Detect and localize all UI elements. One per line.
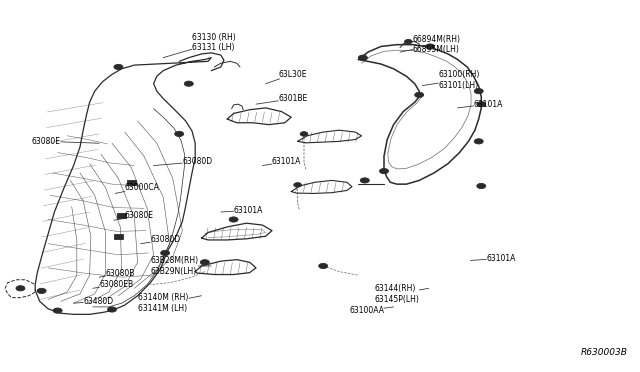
Text: 63080D: 63080D	[141, 235, 180, 244]
Circle shape	[37, 288, 46, 294]
Text: 63080EB: 63080EB	[93, 280, 133, 289]
Circle shape	[175, 131, 184, 137]
Circle shape	[319, 263, 328, 269]
Circle shape	[474, 139, 483, 144]
Text: 63B28M(RH)
63B29N(LH): 63B28M(RH) 63B29N(LH)	[150, 256, 211, 276]
Circle shape	[184, 81, 193, 86]
Text: 63080E: 63080E	[32, 137, 99, 146]
Bar	[127, 180, 136, 185]
Text: 63100AA: 63100AA	[349, 306, 394, 315]
Circle shape	[360, 178, 369, 183]
Text: 63480D: 63480D	[74, 297, 113, 306]
Text: 63101A: 63101A	[221, 206, 263, 215]
Circle shape	[200, 260, 209, 265]
Text: 63000CA: 63000CA	[115, 183, 159, 193]
Text: 63101A: 63101A	[458, 100, 503, 109]
Circle shape	[380, 169, 388, 174]
Text: 63L30E: 63L30E	[266, 70, 307, 84]
Text: 6301BE: 6301BE	[256, 94, 308, 104]
Text: 63080E: 63080E	[114, 211, 154, 220]
Text: 63144(RH)
63145P(LH): 63144(RH) 63145P(LH)	[374, 284, 429, 304]
Circle shape	[229, 217, 238, 222]
Circle shape	[114, 64, 123, 70]
Circle shape	[477, 183, 486, 189]
Circle shape	[477, 102, 486, 107]
Text: 63080B: 63080B	[99, 269, 135, 278]
Circle shape	[294, 183, 301, 187]
Text: 63080D: 63080D	[154, 157, 212, 166]
Circle shape	[474, 89, 483, 94]
Circle shape	[358, 55, 367, 60]
Circle shape	[404, 39, 412, 44]
Bar	[114, 234, 123, 239]
Circle shape	[415, 92, 424, 97]
Text: 63101A: 63101A	[470, 254, 516, 263]
Circle shape	[108, 307, 116, 312]
Circle shape	[300, 132, 308, 136]
Bar	[117, 213, 126, 218]
Text: 63140M (RH)
63141M (LH): 63140M (RH) 63141M (LH)	[138, 294, 202, 313]
Circle shape	[53, 308, 62, 313]
Circle shape	[161, 250, 170, 256]
Text: 63101A: 63101A	[262, 157, 301, 166]
Circle shape	[16, 286, 25, 291]
Text: 63130 (RH)
63131 (LH): 63130 (RH) 63131 (LH)	[163, 33, 236, 58]
Text: 66894M(RH)
66895M(LH): 66894M(RH) 66895M(LH)	[400, 35, 461, 54]
Text: R630003B: R630003B	[580, 348, 627, 357]
Circle shape	[426, 44, 435, 49]
Text: 63100(RH)
63101(LH): 63100(RH) 63101(LH)	[422, 70, 480, 90]
